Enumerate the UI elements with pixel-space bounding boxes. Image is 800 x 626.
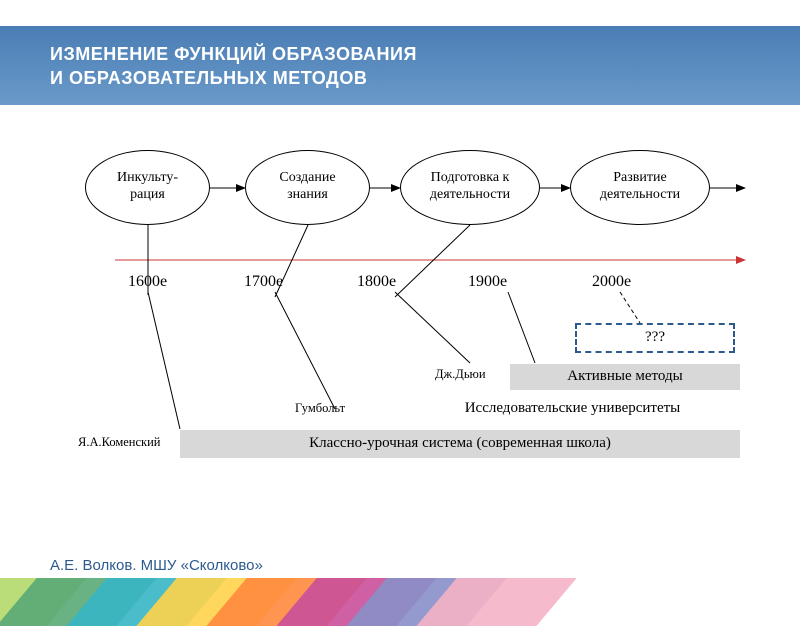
ellipse-e2: Подготовка кдеятельности (400, 150, 540, 225)
person-label-2: Я.А.Коменский (78, 435, 161, 450)
method-bar-m0: Классно-урочная система (современная шко… (180, 430, 740, 458)
header-line2: И ОБРАЗОВАТЕЛЬНЫХ МЕТОДОВ (50, 66, 750, 90)
header-line1: ИЗМЕНЕНИЕ ФУНКЦИЙ ОБРАЗОВАНИЯ (50, 42, 750, 66)
timeline-label-0: 1600е (128, 273, 167, 291)
slide-header: ИЗМЕНЕНИЕ ФУНКЦИЙ ОБРАЗОВАНИЯ И ОБРАЗОВА… (0, 26, 800, 105)
method-bar-m1: Исследовательские университеты (405, 397, 740, 421)
ellipse-e0: Инкульту-рация (85, 150, 210, 225)
footer-decor (0, 578, 800, 626)
future-method-box: ??? (575, 323, 735, 353)
method-bar-m2: Активные методы (510, 364, 740, 390)
timeline-label-3: 1900е (468, 273, 507, 291)
credit-text: А.Е. Волков. МШУ «Сколково» (50, 557, 263, 574)
diagram-area: Инкульту-рация Созданиезнания Подготовка к… (0, 135, 800, 515)
person-label-1: Гумбольт (295, 401, 345, 416)
timeline-label-4: 2000е (592, 273, 631, 291)
timeline-label-2: 1800е (357, 273, 396, 291)
person-label-0: Дж.Дьюи (435, 367, 486, 382)
ellipse-e1: Созданиезнания (245, 150, 370, 225)
ellipse-e3: Развитиедеятельности (570, 150, 710, 225)
timeline-label-1: 1700е (244, 273, 283, 291)
